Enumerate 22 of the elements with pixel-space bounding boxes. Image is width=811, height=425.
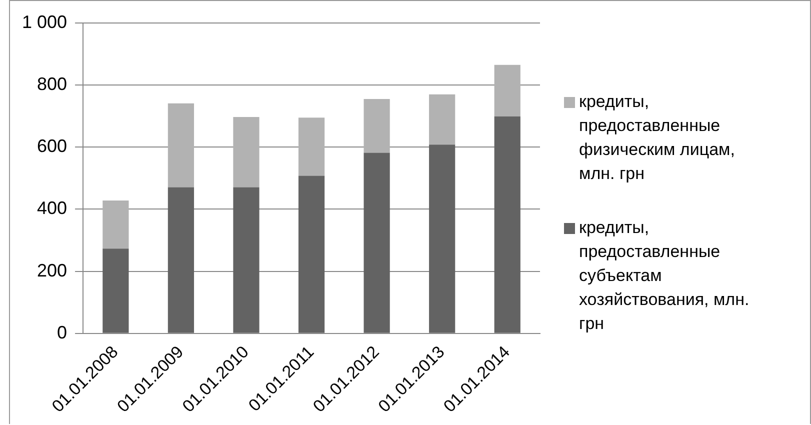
bar (429, 94, 456, 145)
y-tick-label: 400 (36, 198, 68, 218)
y-tick-label: 0 (57, 322, 68, 342)
bar (233, 117, 260, 188)
y-tick-label: 600 (36, 136, 68, 156)
bar (233, 187, 260, 333)
bar (364, 99, 390, 153)
legend-label: кредиты, предоставленные субъектам хозяйствования, млн. грн (579, 216, 750, 334)
y-tick-label: 200 (36, 260, 68, 280)
bar (494, 116, 520, 333)
bar (494, 64, 520, 116)
bar (364, 152, 390, 333)
legend-label: кредиты, предоставленные физическим лицам, млн. грн (579, 90, 736, 184)
bar (102, 200, 129, 249)
bar (429, 144, 456, 333)
bar (168, 187, 194, 333)
y-tick-label: 800 (36, 74, 68, 94)
bar (102, 248, 129, 333)
bar (168, 103, 194, 188)
y-tick-label: 1 000 (22, 12, 68, 32)
bar (298, 118, 325, 176)
bar (298, 176, 325, 333)
